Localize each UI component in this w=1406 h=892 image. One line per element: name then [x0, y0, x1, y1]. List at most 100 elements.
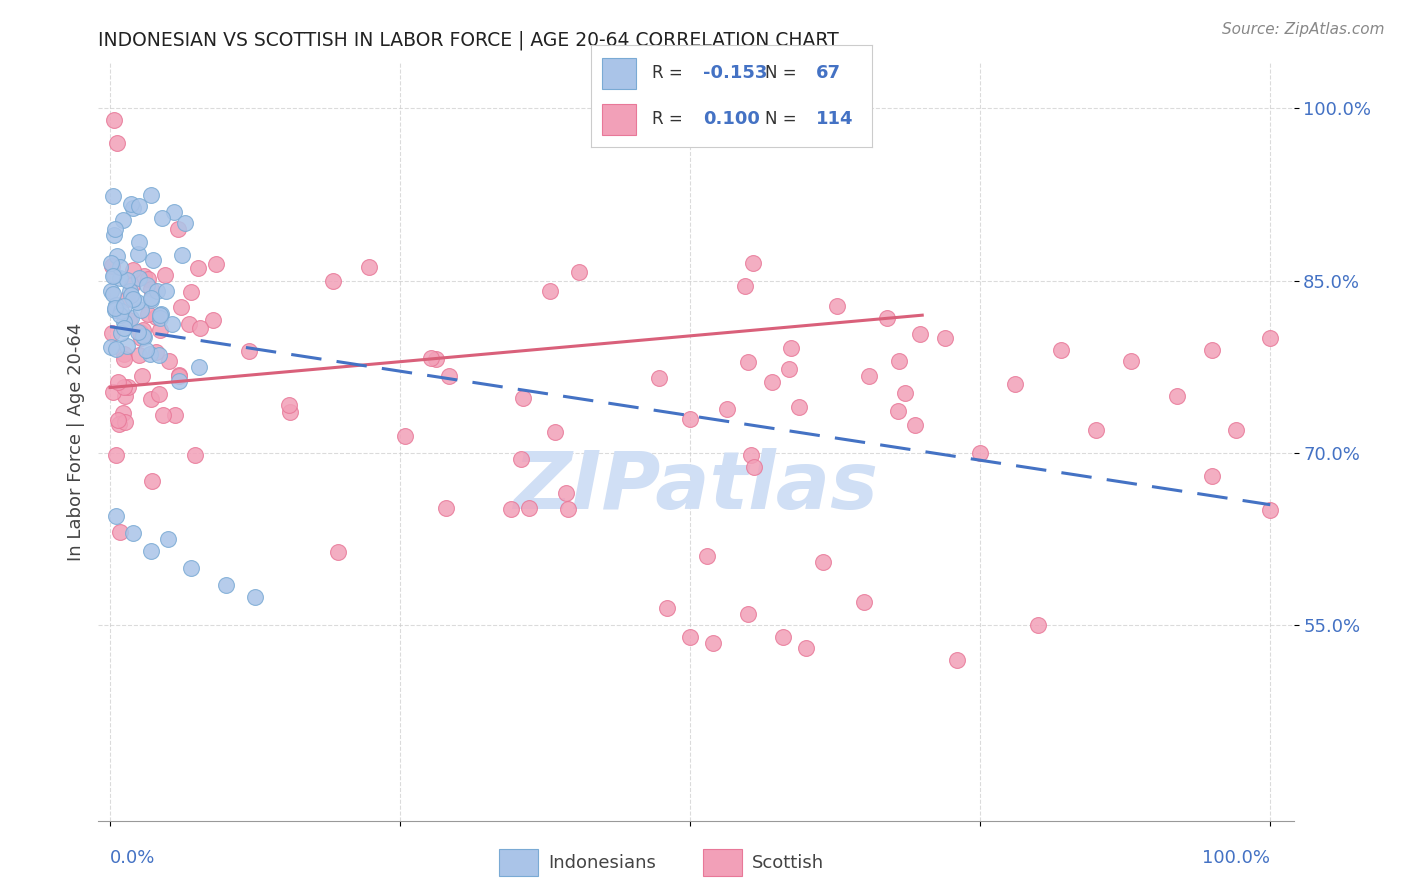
Point	[887, 404, 910, 418]
Point	[112, 314, 135, 328]
Point	[139, 281, 162, 295]
Point	[1050, 343, 1073, 357]
Text: N =: N =	[765, 64, 801, 82]
Point	[120, 287, 142, 301]
Point	[110, 303, 132, 318]
Point	[1225, 423, 1247, 437]
Point	[131, 331, 153, 345]
Point	[107, 375, 129, 389]
Point	[787, 400, 810, 414]
Point	[153, 268, 176, 283]
Text: ZIPatlas: ZIPatlas	[513, 448, 879, 526]
Point	[155, 284, 177, 298]
Point	[108, 524, 131, 539]
Point	[145, 310, 167, 325]
Point	[326, 545, 349, 559]
Point	[132, 330, 155, 344]
Point	[148, 386, 170, 401]
Point	[215, 578, 238, 592]
Point	[152, 408, 174, 422]
Point	[893, 386, 915, 401]
Point	[177, 317, 200, 331]
Point	[205, 256, 228, 270]
Point	[887, 354, 910, 368]
Point	[1166, 388, 1188, 402]
Point	[132, 268, 155, 283]
Point	[510, 452, 533, 467]
Point	[853, 595, 876, 609]
Text: Indonesians: Indonesians	[548, 854, 657, 871]
Point	[117, 380, 139, 394]
Point	[157, 532, 180, 546]
Point	[1258, 331, 1281, 345]
Point	[150, 211, 173, 225]
Point	[1085, 423, 1108, 437]
Point	[105, 298, 128, 312]
Point	[554, 486, 576, 500]
Point	[737, 607, 759, 621]
Point	[1201, 343, 1223, 357]
Point	[813, 555, 835, 569]
Point	[108, 308, 131, 322]
Point	[934, 331, 956, 345]
Point	[122, 262, 145, 277]
Point	[157, 354, 180, 368]
Text: 0.0%: 0.0%	[110, 849, 156, 867]
Point	[100, 340, 122, 354]
Point	[162, 317, 184, 331]
Point	[908, 326, 931, 341]
Point	[139, 187, 162, 202]
Point	[103, 112, 125, 127]
Point	[121, 201, 143, 215]
Point	[114, 389, 136, 403]
Point	[437, 368, 460, 383]
Point	[141, 293, 163, 308]
Point	[131, 329, 153, 343]
Point	[434, 500, 457, 515]
Text: R =: R =	[652, 111, 689, 128]
Point	[142, 252, 165, 267]
Point	[167, 369, 190, 384]
Point	[139, 347, 162, 361]
Point	[149, 311, 172, 326]
Point	[103, 227, 125, 242]
Point	[858, 368, 880, 383]
Point	[761, 375, 783, 389]
Point	[107, 413, 129, 427]
Point	[150, 308, 173, 322]
Point	[111, 212, 134, 227]
Point	[139, 543, 162, 558]
Point	[117, 292, 139, 306]
Point	[825, 299, 848, 313]
Point	[517, 501, 540, 516]
Point	[876, 310, 898, 325]
FancyBboxPatch shape	[602, 58, 636, 88]
Point	[100, 259, 122, 273]
Point	[772, 630, 794, 644]
Point	[146, 285, 169, 299]
Point	[278, 398, 301, 412]
Point	[172, 248, 194, 262]
Point	[104, 448, 127, 462]
Point	[794, 641, 817, 656]
Point	[101, 188, 124, 202]
Point	[115, 339, 138, 353]
Point	[187, 260, 209, 275]
Point	[139, 291, 162, 305]
Point	[128, 199, 150, 213]
Point	[278, 405, 301, 419]
Point	[742, 256, 765, 270]
Point	[141, 392, 163, 407]
Point	[512, 391, 534, 405]
Point	[904, 418, 927, 433]
Point	[357, 260, 380, 274]
Text: 0.100: 0.100	[703, 111, 759, 128]
Point	[163, 408, 186, 422]
Point	[128, 348, 150, 362]
Point	[101, 286, 124, 301]
Point	[114, 415, 136, 429]
Point	[112, 347, 135, 361]
Text: 100.0%: 100.0%	[1202, 849, 1270, 867]
Point	[969, 446, 991, 460]
Point	[101, 269, 124, 284]
